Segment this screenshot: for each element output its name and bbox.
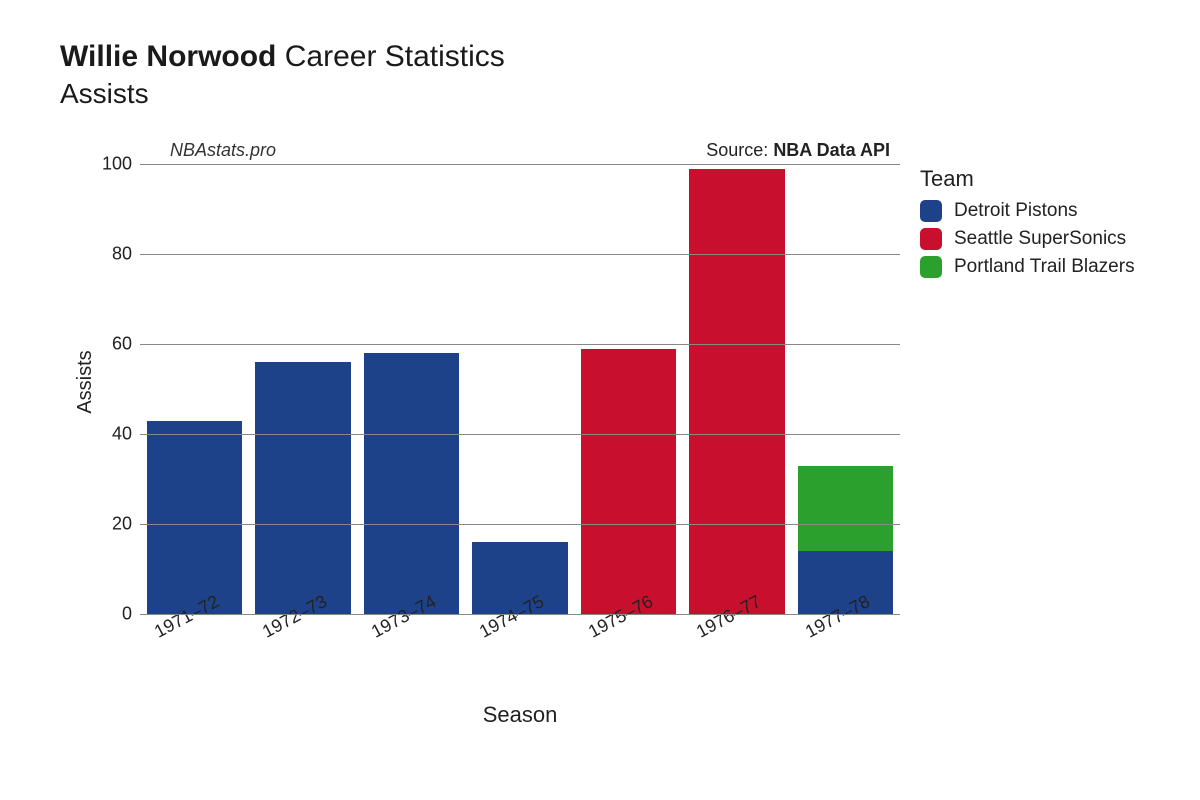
y-tick-label: 40 — [112, 424, 132, 445]
legend-item-seattle: Seattle SuperSonics — [920, 228, 1135, 250]
y-tick-label: 60 — [112, 334, 132, 355]
y-tick-label: 20 — [112, 514, 132, 535]
plot-area: 1971–721972–731973–741974–751975–761976–… — [140, 164, 900, 614]
grid-line — [140, 524, 900, 525]
bars-layer: 1971–721972–731973–741974–751975–761976–… — [140, 164, 900, 614]
legend-label: Portland Trail Blazers — [954, 256, 1135, 278]
grid-line — [140, 434, 900, 435]
source-name: NBA Data API — [773, 140, 890, 160]
legend-swatch — [920, 200, 942, 222]
title-block: Willie Norwood Career Statistics Assists — [60, 40, 1200, 110]
bar-segment-detroit — [364, 353, 460, 614]
bar-slot: 1977–78 — [798, 466, 894, 615]
bar-slot: 1975–76 — [581, 349, 677, 615]
bar-slot: 1972–73 — [255, 362, 351, 614]
bar-slot: 1976–77 — [689, 169, 785, 615]
grid-line — [140, 164, 900, 165]
chart-title-metric: Assists — [60, 78, 1200, 110]
bar-segment-seattle — [581, 349, 677, 615]
chart-container: Willie Norwood Career Statistics Assists… — [0, 0, 1200, 800]
legend-label: Seattle SuperSonics — [954, 228, 1126, 250]
bar-segment-seattle — [689, 169, 785, 615]
legend-swatch — [920, 228, 942, 250]
y-axis-title: Assists — [74, 350, 97, 413]
bar-slot: 1971–72 — [147, 421, 243, 615]
bar-slot: 1973–74 — [364, 353, 460, 614]
x-axis-title: Season — [140, 702, 900, 728]
bar-slot: 1974–75 — [472, 542, 568, 614]
legend-item-detroit: Detroit Pistons — [920, 200, 1135, 222]
grid-line — [140, 254, 900, 255]
bar-segment-detroit — [255, 362, 351, 614]
chart-title-line1: Willie Norwood Career Statistics — [60, 40, 1200, 74]
attribution-source: Source: NBA Data API — [706, 140, 890, 161]
y-tick-label: 0 — [122, 604, 132, 625]
legend-swatch — [920, 256, 942, 278]
attribution-site: NBAstats.pro — [170, 140, 276, 161]
y-tick-label: 100 — [102, 154, 132, 175]
player-name: Willie Norwood — [60, 40, 276, 73]
title-suffix: Career Statistics — [285, 40, 505, 73]
legend: Team Detroit Pistons Seattle SuperSonics P… — [920, 166, 1135, 284]
bar-segment-detroit — [147, 421, 243, 615]
bar-segment-portland — [798, 466, 894, 552]
legend-item-portland: Portland Trail Blazers — [920, 256, 1135, 278]
chart-wrap: NBAstats.pro Source: NBA Data API Assist… — [60, 122, 1140, 742]
source-prefix: Source: — [706, 140, 773, 160]
grid-line — [140, 614, 900, 615]
legend-label: Detroit Pistons — [954, 200, 1078, 222]
grid-line — [140, 344, 900, 345]
legend-title: Team — [920, 166, 1135, 192]
y-tick-label: 80 — [112, 244, 132, 265]
